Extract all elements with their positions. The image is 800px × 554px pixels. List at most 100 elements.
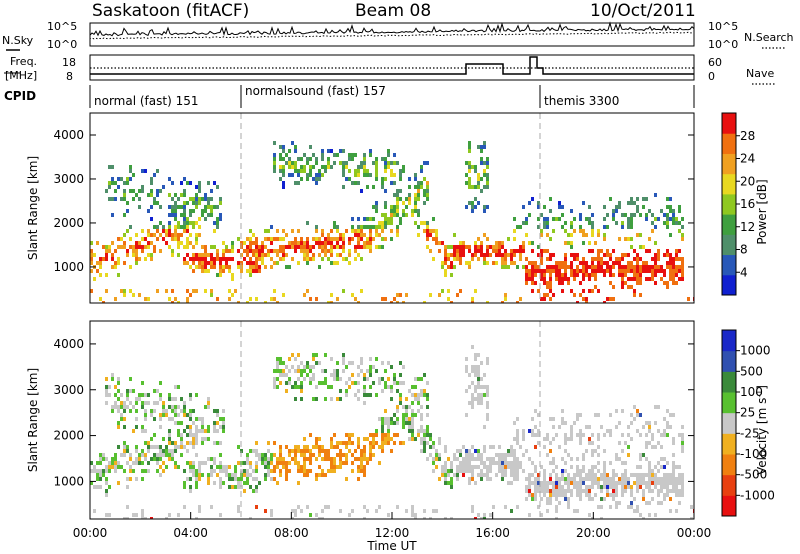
heatmap-cell xyxy=(525,265,528,269)
heatmap-cell xyxy=(543,437,546,441)
heatmap-cell xyxy=(417,401,420,405)
heatmap-cell xyxy=(486,361,489,365)
heatmap-cell xyxy=(546,509,549,513)
heatmap-cell xyxy=(468,449,471,453)
heatmap-cell xyxy=(300,369,303,373)
heatmap-cell xyxy=(585,269,588,273)
heatmap-cell xyxy=(195,265,198,269)
heatmap-cell xyxy=(387,149,390,153)
heatmap-cell xyxy=(333,261,336,265)
heatmap-cell xyxy=(474,249,477,253)
heatmap-cell xyxy=(489,477,492,481)
heatmap-cell xyxy=(546,281,549,285)
heatmap-cell xyxy=(591,469,594,473)
heatmap-cell xyxy=(630,277,633,281)
heatmap-cell xyxy=(678,257,681,261)
heatmap-cell xyxy=(423,193,426,197)
heatmap-cell xyxy=(342,353,345,357)
heatmap-cell xyxy=(414,513,417,517)
heatmap-cell xyxy=(372,381,375,385)
heatmap-cell xyxy=(309,469,312,473)
heatmap-cell xyxy=(192,221,195,225)
heatmap-cell xyxy=(465,245,468,249)
heatmap-cell xyxy=(621,485,624,489)
heatmap-cell xyxy=(264,301,267,303)
heatmap-cell xyxy=(447,481,450,485)
heatmap-cell xyxy=(144,413,147,417)
heatmap-cell xyxy=(186,425,189,429)
heatmap-cell xyxy=(144,409,147,413)
heatmap-cell xyxy=(645,485,648,489)
heatmap-cell xyxy=(216,225,219,229)
heatmap-cell xyxy=(576,433,579,437)
heatmap-cell xyxy=(126,201,129,205)
heatmap-cell xyxy=(168,449,171,453)
heatmap-cell xyxy=(267,449,270,453)
heatmap-cell xyxy=(132,469,135,473)
heatmap-cell xyxy=(183,429,186,433)
power-colorbar-tick-label: 4 xyxy=(740,265,748,279)
heatmap-cell xyxy=(522,221,525,225)
heatmap-cell xyxy=(159,205,162,209)
heatmap-cell xyxy=(90,289,93,293)
heatmap-cell xyxy=(324,241,327,245)
heatmap-cell xyxy=(204,197,207,201)
heatmap-cell xyxy=(519,245,522,249)
heatmap-cell xyxy=(186,229,189,233)
heatmap-cell xyxy=(111,409,114,413)
heatmap-cell xyxy=(315,157,318,161)
heatmap-cell xyxy=(111,213,114,217)
heatmap-cell xyxy=(363,233,366,237)
heatmap-cell xyxy=(450,461,453,465)
heatmap-cell xyxy=(129,465,132,469)
heatmap-cell xyxy=(582,265,585,269)
heatmap-cell xyxy=(411,509,414,513)
heatmap-cell xyxy=(555,261,558,265)
heatmap-cell xyxy=(114,393,117,397)
heatmap-cell xyxy=(183,505,186,509)
heatmap-cell xyxy=(639,257,642,261)
heatmap-cell xyxy=(381,177,384,181)
heatmap-cell xyxy=(333,225,336,229)
heatmap-cell xyxy=(504,469,507,473)
heatmap-cell xyxy=(252,261,255,265)
heatmap-cell xyxy=(537,253,540,257)
heatmap-cell xyxy=(417,409,420,413)
heatmap-cell xyxy=(420,185,423,189)
heatmap-cell xyxy=(384,297,387,301)
heatmap-cell xyxy=(162,185,165,189)
heatmap-cell xyxy=(246,249,249,253)
heatmap-cell xyxy=(642,477,645,481)
heatmap-cell xyxy=(294,453,297,457)
heatmap-cell xyxy=(489,445,492,449)
heatmap-cell xyxy=(165,241,168,245)
heatmap-cell xyxy=(342,237,345,241)
heatmap-cell xyxy=(495,253,498,257)
heatmap-cell xyxy=(681,445,684,449)
heatmap-cell xyxy=(480,385,483,389)
heatmap-cell xyxy=(267,469,270,473)
heatmap-cell xyxy=(291,509,294,513)
heatmap-cell xyxy=(525,221,528,225)
heatmap-cell xyxy=(393,209,396,213)
heatmap-cell xyxy=(279,381,282,385)
heatmap-cell xyxy=(504,293,507,297)
heatmap-cell xyxy=(399,381,402,385)
heatmap-cell xyxy=(483,445,486,449)
heatmap-cell xyxy=(174,213,177,217)
heatmap-cell xyxy=(177,205,180,209)
heatmap-cell xyxy=(660,457,663,461)
heatmap-cell xyxy=(399,293,402,297)
heatmap-cell xyxy=(456,473,459,477)
heatmap-cell xyxy=(351,461,354,465)
heatmap-cell xyxy=(318,437,321,441)
heatmap-cell xyxy=(375,165,378,169)
heatmap-cell xyxy=(177,465,180,469)
heatmap-cell xyxy=(624,485,627,489)
heatmap-cell xyxy=(189,441,192,445)
heatmap-cell xyxy=(216,413,219,417)
heatmap-cell xyxy=(555,273,558,277)
heatmap-cell xyxy=(192,201,195,205)
heatmap-cell xyxy=(282,369,285,373)
heatmap-cell xyxy=(576,273,579,277)
